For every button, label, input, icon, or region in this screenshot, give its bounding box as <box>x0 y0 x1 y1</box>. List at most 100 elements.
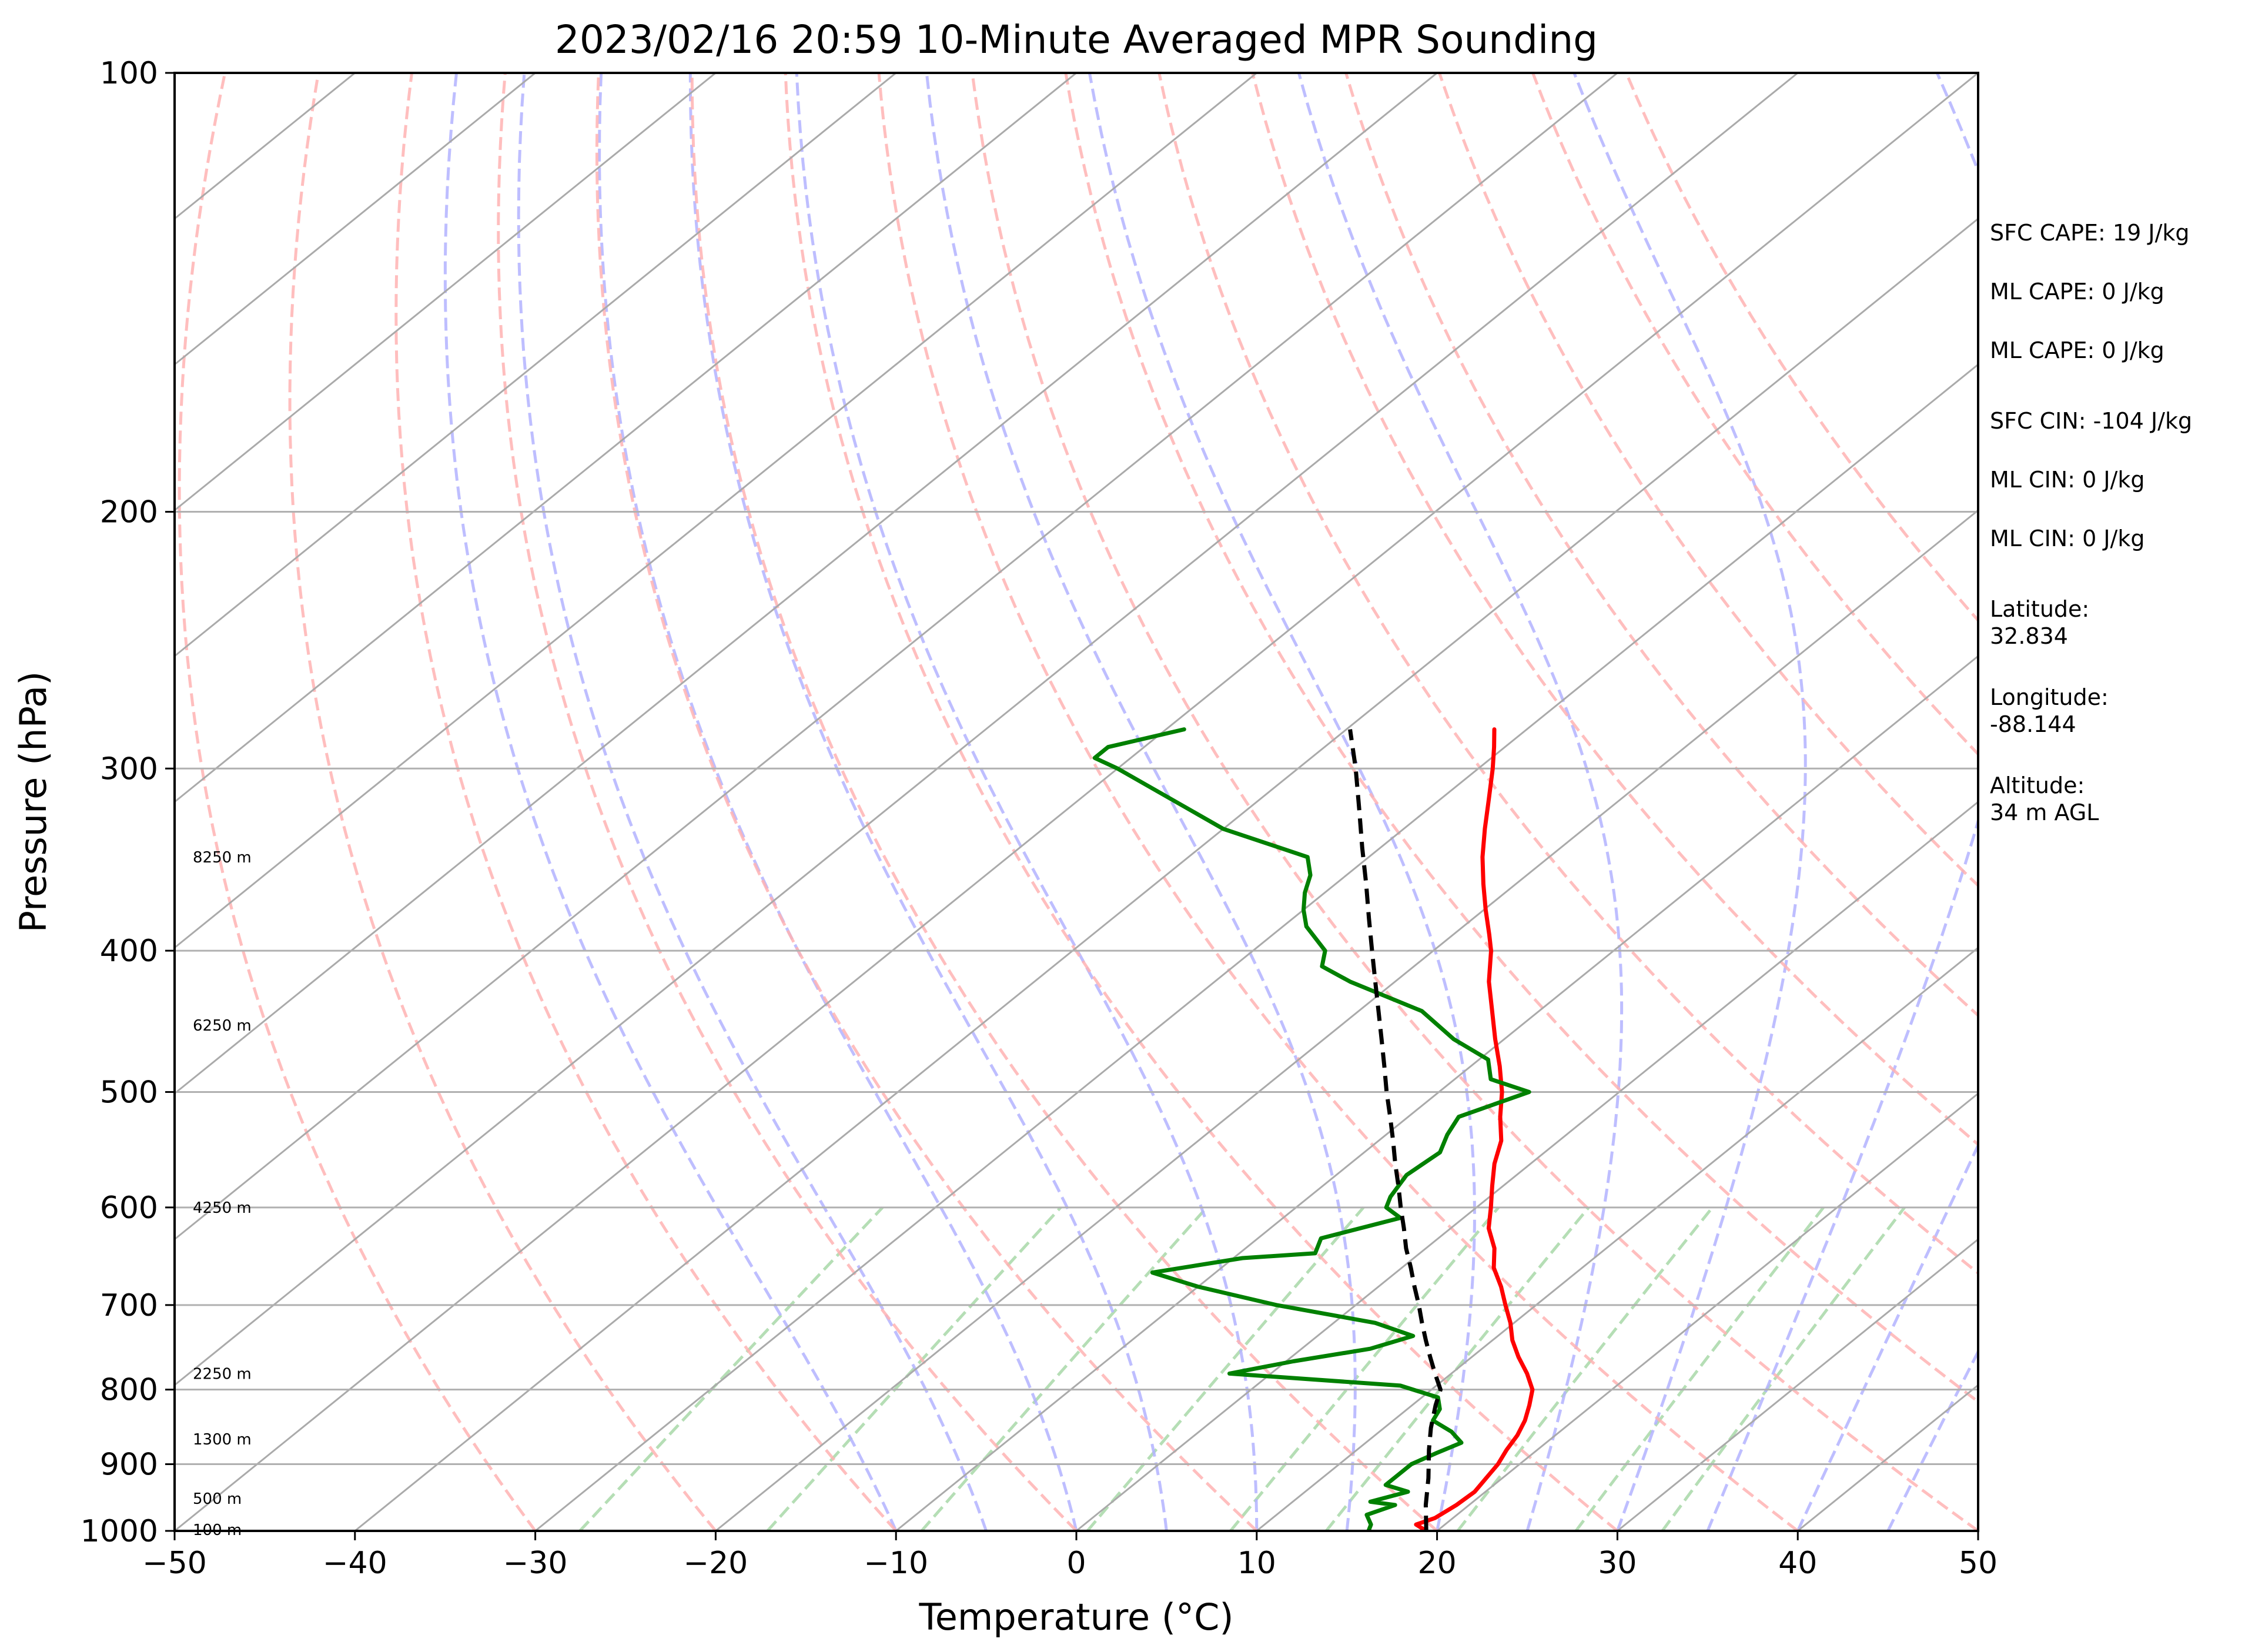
x-tick-label: −30 <box>503 1546 568 1581</box>
isotherm-line <box>175 73 1077 803</box>
temperature-line <box>1414 727 1535 1531</box>
stat-annotation: ML CAPE: 0 J/kg <box>1990 337 2164 363</box>
dry-adiabat <box>784 73 1618 1531</box>
chart-title: 2023/02/16 20:59 10-Minute Averaged MPR … <box>555 17 1598 62</box>
dry-adiabat <box>1531 73 1978 757</box>
mixing-ratio-line <box>578 1206 884 1531</box>
plot-area <box>175 73 1978 1531</box>
x-tick-label: 20 <box>1418 1546 1457 1581</box>
moist-adiabat <box>795 73 1259 1531</box>
x-tick-label: 10 <box>1237 1546 1276 1581</box>
parcel-line <box>1348 729 1443 1531</box>
x-axis-label: Temperature (°C) <box>918 1596 1233 1638</box>
stat-annotation: Latitude: 32.834 <box>1990 596 2090 649</box>
height-label: 500 m <box>193 1490 242 1508</box>
mixing-ratio-line <box>1086 1206 1365 1531</box>
dry-adiabat <box>971 73 1978 1531</box>
mixing-ratio-line <box>1456 1206 1714 1531</box>
y-tick-label: 900 <box>100 1447 158 1483</box>
sounding-series <box>1092 727 1535 1531</box>
height-label: 2250 m <box>193 1365 252 1383</box>
isotherm-line <box>175 73 1978 1531</box>
x-tick-label: −50 <box>142 1546 207 1581</box>
y-tick-label: 400 <box>100 934 158 969</box>
moist-adiabat <box>443 73 898 1531</box>
isotherm-line <box>1076 801 1978 1531</box>
isotherm-line <box>175 73 1257 949</box>
mixing-ratio-line <box>920 1206 1208 1531</box>
mixing-ratio-line <box>1574 1206 1825 1531</box>
moist-adiabats <box>443 73 1978 1531</box>
y-tick-label: 800 <box>100 1373 158 1408</box>
dry-adiabat <box>288 73 717 1531</box>
dry-adiabat <box>497 73 1078 1531</box>
stat-annotation: SFC CIN: -104 J/kg <box>1990 408 2193 434</box>
height-labels: 100 m 500 m 1300 m 2250 m 4250 m 6250 m 8250 m <box>193 849 252 1539</box>
x-tick-label: 0 <box>1066 1546 1086 1581</box>
y-tick-label: 300 <box>100 751 158 787</box>
y-tick-label: 500 <box>100 1075 158 1110</box>
isotherm-line <box>1617 1238 1978 1531</box>
dry-adiabat <box>1157 73 1978 1275</box>
y-tick-label: 100 <box>100 56 158 91</box>
dewpoint-line <box>1092 727 1531 1531</box>
dry-adiabat <box>1438 73 1978 888</box>
y-tick-label: 1000 <box>81 1514 158 1549</box>
y-axis-label: Pressure (hPa) <box>12 671 55 933</box>
x-tick-label: 30 <box>1598 1546 1637 1581</box>
stat-annotation: ML CIN: 0 J/kg <box>1990 526 2145 551</box>
x-axis-ticks: −50 −40 −30 −20 −10 0 10 20 30 40 50 <box>142 1531 1998 1581</box>
y-tick-label: 600 <box>100 1190 158 1226</box>
x-tick-label: −40 <box>323 1546 387 1581</box>
height-label: 100 m <box>193 1521 242 1539</box>
isobars <box>175 511 1978 1466</box>
height-label: 4250 m <box>193 1199 252 1217</box>
stat-annotation: SFC CAPE: 19 J/kg <box>1990 220 2190 246</box>
dry-adiabat <box>394 73 898 1531</box>
stat-annotation: ML CAPE: 0 J/kg <box>1990 279 2164 305</box>
isotherm-line <box>354 218 1978 1531</box>
isotherm-line <box>1436 1092 1978 1531</box>
dry-adiabat <box>877 73 1799 1531</box>
x-tick-label: −20 <box>684 1546 748 1581</box>
stat-annotation: ML CIN: 0 J/kg <box>1990 467 2145 493</box>
y-tick-label: 700 <box>100 1288 158 1323</box>
moist-adiabat <box>688 73 1168 1531</box>
moist-adiabat <box>1297 73 1624 1531</box>
dry-adiabat <box>595 73 1258 1531</box>
stat-annotation: Altitude: 34 m AGL <box>1990 773 2099 825</box>
isotherm-line <box>175 73 897 657</box>
isotherm-line <box>175 73 1618 1240</box>
moist-adiabat <box>925 73 1357 1531</box>
isotherm-line <box>534 363 1978 1531</box>
isotherms <box>175 73 1978 1531</box>
isotherm-line <box>175 73 1438 1095</box>
x-tick-label: −10 <box>864 1546 928 1581</box>
isotherm-line <box>175 73 1799 1386</box>
y-tick-label: 200 <box>100 495 158 530</box>
dry-adiabat <box>178 73 537 1531</box>
height-label: 6250 m <box>193 1017 252 1035</box>
mixing-ratio-line <box>1661 1206 1906 1531</box>
mixing-ratio-line <box>766 1206 1062 1531</box>
x-tick-label: 50 <box>1959 1546 1998 1581</box>
moist-adiabat <box>1886 1348 1978 1531</box>
moist-adiabat <box>1796 1142 1978 1531</box>
stat-annotation: Longitude: -88.144 <box>1990 684 2109 737</box>
isotherm-line <box>1256 947 1978 1531</box>
x-tick-label: 40 <box>1778 1546 1817 1581</box>
isotherm-line <box>715 509 1978 1531</box>
moist-adiabat <box>517 73 988 1531</box>
dry-adiabat <box>1344 73 1978 1018</box>
moist-adiabat <box>1706 73 1978 1531</box>
isotherm-line <box>175 73 717 511</box>
y-axis-ticks: 100 200 300 400 500 600 700 800 900 1000 <box>81 56 175 1549</box>
moist-adiabat <box>1088 73 1476 1531</box>
height-label: 8250 m <box>193 849 252 867</box>
dry-adiabat <box>1625 73 1978 623</box>
isotherm-line <box>175 73 536 366</box>
dry-adiabat <box>690 73 1438 1531</box>
moist-adiabat <box>598 73 1078 1531</box>
dry-adiabat <box>1064 73 1978 1404</box>
